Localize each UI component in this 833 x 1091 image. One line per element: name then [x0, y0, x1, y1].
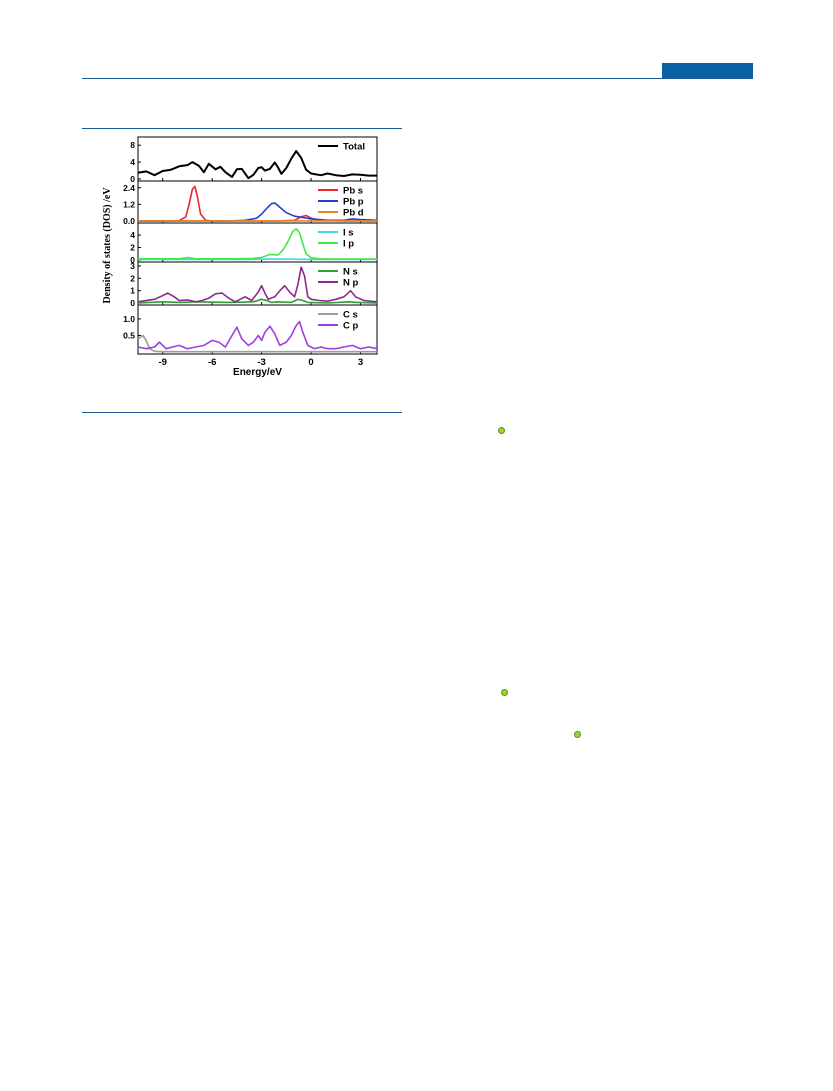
panel-frame [137, 222, 378, 263]
series-line-i-p [138, 228, 377, 260]
y-tick-label: 2.4 [123, 183, 135, 193]
legend-label: C s [343, 310, 358, 321]
x-axis-label: Energy/eV [233, 367, 282, 378]
series-line-pb-s [138, 185, 377, 222]
series-line-total [137, 150, 377, 180]
y-tick-label: 3 [130, 261, 135, 271]
legend-label: Pb s [343, 186, 363, 197]
y-tick-label: 2 [130, 273, 135, 283]
y-tick-label: 0 [130, 255, 135, 265]
x-tick-label: 0 [308, 357, 313, 368]
y-tick-label: 8 [130, 140, 135, 150]
header-rule [82, 78, 753, 79]
x-tick-label: -6 [208, 357, 216, 368]
panel-frame [137, 261, 378, 306]
legend-label: I s [343, 228, 354, 239]
panel-frame [137, 304, 378, 355]
y-tick-label: 2 [130, 243, 135, 253]
x-tick-label: -9 [158, 357, 166, 368]
green-dot-icon [498, 427, 505, 434]
y-tick-label: 4 [130, 157, 135, 167]
x-tick-label: -3 [257, 357, 265, 368]
y-tick-label: 1.0 [123, 314, 135, 324]
y-tick-label: 1.2 [123, 199, 135, 209]
legend-label: Pb d [343, 208, 364, 219]
y-axis-label: Density of states (DOS) /eV [102, 187, 113, 304]
green-dot-icon [501, 689, 508, 696]
header-badge [662, 63, 753, 78]
y-tick-label: 1 [130, 286, 135, 296]
legend-label: Pb p [343, 197, 364, 208]
y-tick-label: 4 [130, 230, 135, 240]
series-line-c-s [137, 334, 377, 353]
green-dot-icon [574, 731, 581, 738]
y-tick-label: 0 [130, 298, 135, 308]
series-line-c-p [137, 320, 378, 350]
series-line-pb-p [138, 202, 378, 222]
panel-frame [137, 136, 378, 182]
dos-chart-svg: 0 4 8 Total 0.0 1.2 2.4 Pb sPb pPb d 0 2 4 I sI p 0 1… [102, 136, 378, 378]
y-tick-label: 0 [130, 174, 135, 184]
figure-top-rule [82, 128, 402, 129]
series-line-n-p [137, 266, 378, 303]
legend-label: N s [343, 267, 358, 278]
series-line-n-s [137, 298, 378, 304]
legend-label: Total [343, 142, 365, 153]
figure-bottom-rule [82, 412, 402, 413]
legend-label: I p [343, 239, 354, 250]
legend-label: N p [343, 278, 359, 289]
y-tick-label: 0.0 [123, 216, 135, 226]
x-tick-label: 3 [358, 357, 363, 368]
legend-label: C p [343, 321, 359, 332]
y-tick-label: 0.5 [123, 330, 135, 340]
